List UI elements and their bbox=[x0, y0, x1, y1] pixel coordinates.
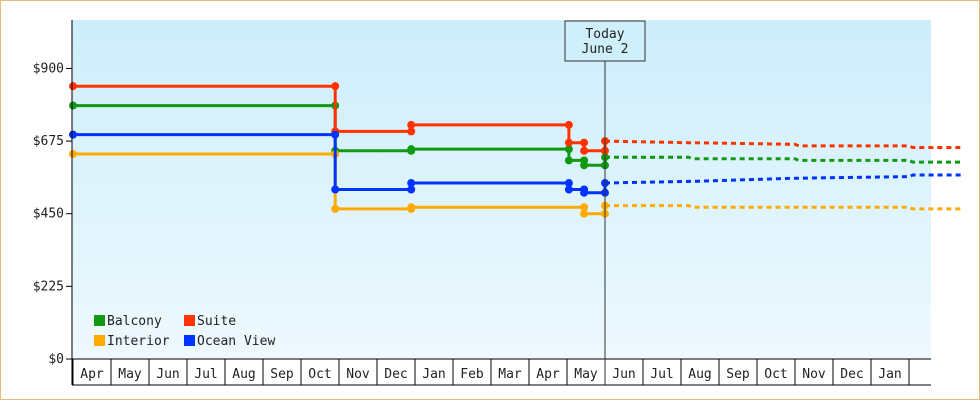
month-label: Dec bbox=[840, 367, 863, 382]
data-point-suite bbox=[331, 82, 340, 91]
legend-swatch bbox=[94, 335, 105, 346]
data-point-interior bbox=[580, 203, 589, 212]
legend-label: Interior bbox=[107, 334, 170, 349]
month-label: Oct bbox=[308, 367, 331, 382]
y-tick-label: $450 bbox=[33, 207, 64, 222]
data-point-interior bbox=[407, 203, 416, 212]
data-point-suite bbox=[407, 127, 416, 136]
data-point-ocean-view bbox=[331, 130, 340, 139]
data-point-suite bbox=[580, 146, 589, 155]
month-label: Oct bbox=[764, 367, 787, 382]
data-point-balcony bbox=[69, 101, 77, 110]
month-label: Apr bbox=[80, 367, 104, 382]
data-point-ocean-view bbox=[407, 179, 416, 188]
data-point-balcony bbox=[407, 145, 416, 154]
y-tick-label: $675 bbox=[33, 134, 64, 149]
data-point-suite bbox=[564, 138, 573, 147]
month-label: May bbox=[574, 367, 598, 382]
month-label: Sep bbox=[270, 367, 294, 382]
legend-label: Ocean View bbox=[197, 334, 275, 349]
data-point-ocean-view bbox=[331, 185, 340, 194]
month-label: Apr bbox=[536, 367, 560, 382]
forecast-line-suite bbox=[604, 139, 963, 149]
data-point-balcony bbox=[564, 145, 573, 154]
month-label: Nov bbox=[802, 367, 826, 382]
data-point-balcony bbox=[564, 156, 573, 165]
y-tick-label: $225 bbox=[33, 279, 64, 294]
month-label: Jun bbox=[156, 367, 179, 382]
forecast-line-interior bbox=[605, 204, 963, 211]
today-box bbox=[564, 20, 646, 62]
month-label: Dec bbox=[384, 367, 407, 382]
month-label: Aug bbox=[688, 367, 711, 382]
data-point-interior bbox=[69, 149, 77, 158]
data-point-balcony bbox=[580, 161, 589, 170]
legend-swatch bbox=[184, 315, 195, 326]
month-label: Feb bbox=[460, 367, 484, 382]
data-point-ocean-view bbox=[407, 185, 416, 194]
y-tick-label: $900 bbox=[33, 61, 64, 76]
data-point-suite bbox=[407, 120, 416, 129]
data-point-interior bbox=[580, 209, 589, 218]
data-point-suite bbox=[564, 120, 573, 129]
today-label: Today bbox=[585, 27, 624, 42]
legend-label: Balcony bbox=[107, 314, 162, 329]
data-point-ocean-view bbox=[564, 185, 573, 194]
legend-label: Suite bbox=[197, 314, 236, 329]
month-label: Jan bbox=[878, 367, 901, 382]
month-label: Jan bbox=[422, 367, 445, 382]
month-label: Mar bbox=[498, 367, 522, 382]
legend-swatch bbox=[94, 315, 105, 326]
data-point-ocean-view bbox=[564, 179, 573, 188]
forecast-line-ocean-view bbox=[604, 173, 963, 185]
month-label: Jul bbox=[194, 367, 217, 382]
data-point-interior bbox=[331, 204, 340, 213]
forecast-line-balcony bbox=[605, 155, 963, 164]
month-label: Jun bbox=[612, 367, 635, 382]
month-label: Sep bbox=[726, 367, 750, 382]
today-label: June 2 bbox=[582, 42, 629, 57]
month-label: Jul bbox=[650, 367, 673, 382]
data-point-suite bbox=[580, 138, 589, 147]
plot-background bbox=[72, 20, 931, 359]
legend-swatch bbox=[184, 335, 195, 346]
y-tick-label: $0 bbox=[48, 352, 64, 367]
data-point-ocean-view bbox=[69, 130, 77, 139]
data-point-suite bbox=[69, 82, 77, 91]
month-label: Aug bbox=[232, 367, 255, 382]
month-label: Nov bbox=[346, 367, 370, 382]
data-point-ocean-view bbox=[580, 188, 589, 197]
month-label: May bbox=[118, 367, 142, 382]
